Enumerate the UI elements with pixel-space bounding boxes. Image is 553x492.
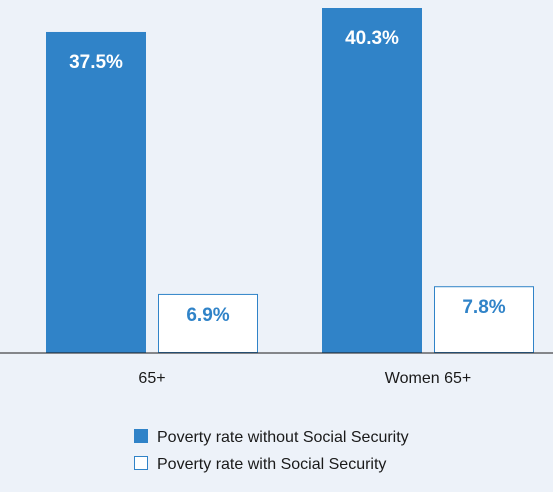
bar-without-ss-65plus (46, 31, 146, 354)
x-tick-label: 65+ (138, 370, 165, 387)
labels-layer: 37.5% 6.9% 65+ 40.3% 7.8% Women 65+ (69, 28, 506, 387)
data-label: 6.9% (186, 305, 229, 326)
legend-label: Poverty rate with Social Security (157, 456, 386, 473)
legend-swatch (134, 456, 148, 470)
legend: Poverty rate without Social Security Pove… (134, 429, 409, 473)
data-label: 37.5% (69, 52, 123, 73)
legend-swatch (134, 429, 148, 443)
bar-without-ss-women-65plus (322, 8, 422, 353)
bars-layer (46, 8, 534, 354)
data-label: 40.3% (345, 28, 399, 49)
bar-with-ss-65plus (158, 293, 258, 353)
x-tick-label: Women 65+ (385, 370, 471, 387)
bar-with-ss-women-65plus (434, 286, 534, 353)
data-label: 7.8% (462, 297, 505, 318)
legend-label: Poverty rate without Social Security (157, 429, 409, 446)
